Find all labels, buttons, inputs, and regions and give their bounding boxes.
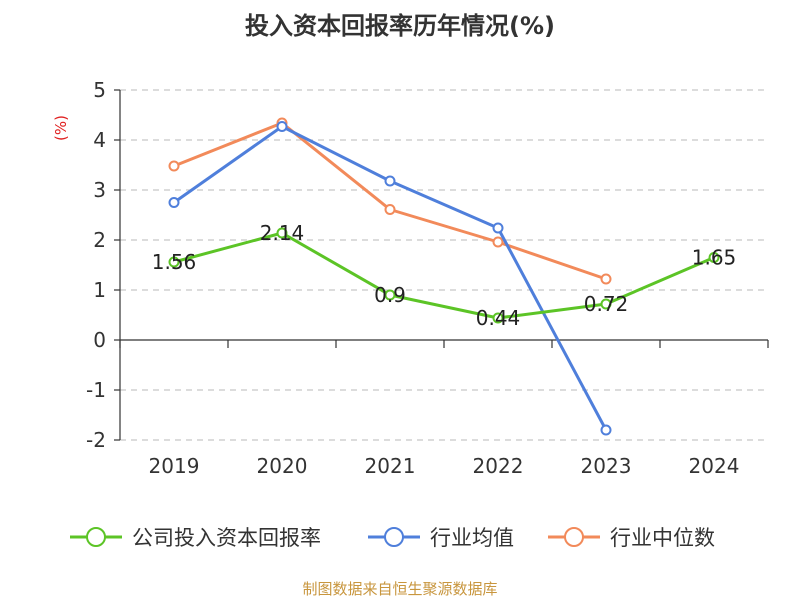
x-tick-label: 2020 xyxy=(257,454,308,478)
legend-label: 公司投入资本回报率 xyxy=(132,526,321,550)
x-tick-label: 2022 xyxy=(473,454,524,478)
legend-marker-icon xyxy=(384,527,404,547)
legend-label: 行业均值 xyxy=(430,526,514,550)
chart-title: 投入资本回报率历年情况(%) xyxy=(245,12,555,40)
data-point xyxy=(168,197,180,208)
data-label: 0.44 xyxy=(476,306,521,330)
series-group xyxy=(168,117,720,436)
data-point xyxy=(708,252,720,263)
y-tick-label: 4 xyxy=(93,128,106,152)
x-tick-label: 2023 xyxy=(581,454,632,478)
legend-label: 行业中位数 xyxy=(610,526,715,550)
y-tick-label: 2 xyxy=(93,228,106,252)
data-label: 0.72 xyxy=(584,292,629,316)
data-labels: 1.56 2.14 0.9 0.44 0.72 1.65 xyxy=(152,221,737,330)
data-point xyxy=(600,298,612,310)
data-point xyxy=(492,222,504,234)
data-point xyxy=(384,204,396,215)
x-tick-label: 2021 xyxy=(365,454,416,478)
data-point xyxy=(168,160,180,172)
data-point xyxy=(384,289,396,301)
series-line-2 xyxy=(173,125,608,431)
data-point xyxy=(168,256,180,268)
y-tick-labels: -2 -1 0 1 2 3 4 5 xyxy=(86,78,106,452)
data-label: 1.65 xyxy=(692,246,737,270)
y-tick-label: 3 xyxy=(93,178,106,202)
y-tick-label: -1 xyxy=(86,378,106,402)
data-point xyxy=(600,273,612,285)
data-point xyxy=(492,236,504,248)
y-axis-unit-label: (%) xyxy=(52,115,70,141)
legend-marker-icon xyxy=(86,527,106,547)
data-label: 0.9 xyxy=(374,283,406,307)
series-line-3 xyxy=(173,121,607,281)
x-tick-label: 2024 xyxy=(689,454,740,478)
y-tick-label: 0 xyxy=(93,328,106,352)
y-tick-label: 1 xyxy=(93,278,106,302)
series-line-1 xyxy=(173,231,715,320)
data-point xyxy=(276,121,288,132)
data-label: 1.56 xyxy=(152,250,197,274)
data-point xyxy=(384,175,396,187)
data-point xyxy=(600,424,612,436)
grid-lines xyxy=(120,89,768,441)
axes: (%) xyxy=(52,89,769,441)
data-point xyxy=(276,227,288,239)
y-tick-label: 5 xyxy=(93,78,106,102)
legend: 公司投入资本回报率 行业均值 行业中位数 xyxy=(70,526,715,550)
data-point xyxy=(492,312,504,324)
legend-marker-icon xyxy=(564,527,584,547)
y-tick-label: -2 xyxy=(86,428,106,452)
data-label: 2.14 xyxy=(260,221,305,245)
source-note: 制图数据来自恒生聚源数据库 xyxy=(302,580,498,598)
x-tick-label: 2019 xyxy=(149,454,200,478)
x-tick-labels: 2019 2020 2021 2022 2023 2024 xyxy=(149,454,740,478)
